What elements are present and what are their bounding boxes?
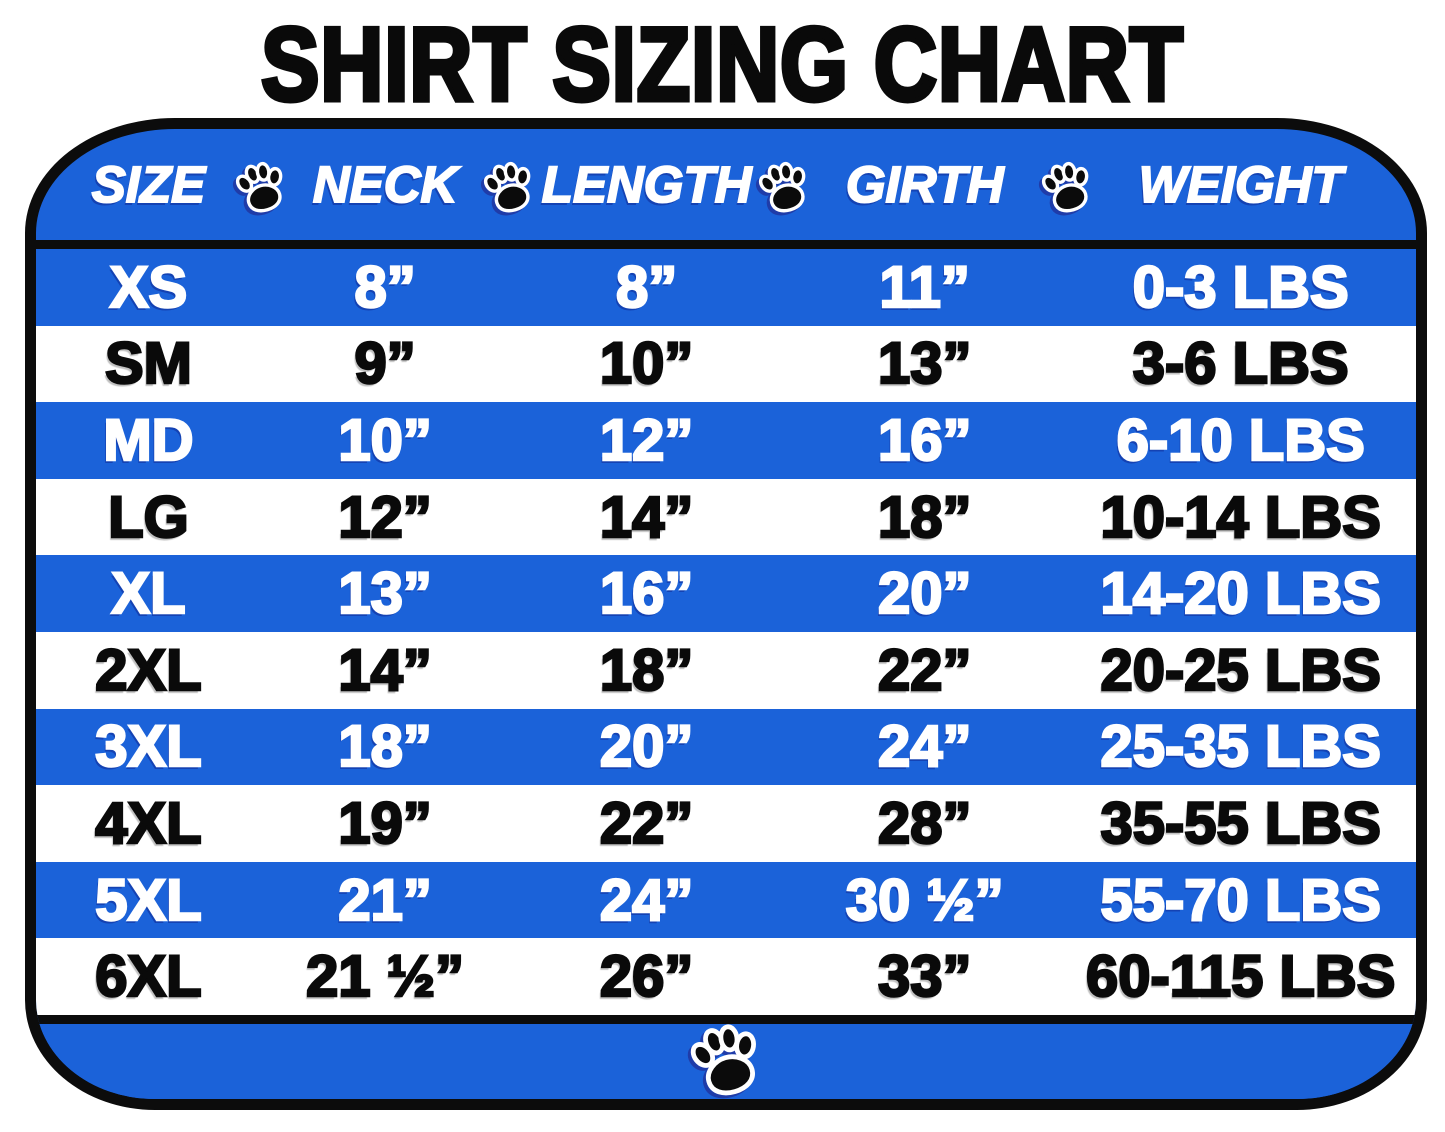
cell-neck: 8”	[353, 254, 417, 322]
paw-icon	[481, 158, 538, 215]
cell-girth: 16”	[877, 407, 973, 475]
cell-weight: 60-115 LBS	[1085, 943, 1397, 1011]
cell-girth: 20”	[877, 560, 973, 628]
table-header: SIZE NECK LENGTH GIRTH WEIGHT	[36, 129, 1416, 240]
cell-neck: 13”	[337, 560, 433, 628]
cell-length: 10”	[599, 330, 695, 398]
cell-length: 16”	[599, 560, 695, 628]
cell-length: 12”	[599, 407, 695, 475]
cell-weight: 3-6 LBS	[1131, 330, 1349, 398]
cell-length: 24”	[599, 866, 695, 934]
footer-divider	[36, 1015, 1416, 1024]
cell-neck: 12”	[337, 483, 433, 551]
header-size: SIZE	[91, 155, 206, 214]
header-girth: GIRTH	[845, 155, 1005, 214]
cell-size: XS	[109, 254, 189, 322]
table-row: 5XL 21” 24” 30 ½” 55-70 LBS	[36, 861, 1416, 939]
cell-weight: 20-25 LBS	[1099, 637, 1382, 705]
paw-icon	[755, 158, 812, 215]
header-neck: NECK	[312, 155, 459, 214]
cell-girth: 33”	[877, 943, 973, 1011]
cell-length: 8”	[615, 254, 679, 322]
cell-girth: 13”	[877, 330, 973, 398]
cell-neck: 19”	[337, 790, 433, 858]
table-row: MD 10” 12” 16” 6-10 LBS	[36, 402, 1416, 479]
table-footer	[36, 1024, 1416, 1099]
cell-weight: 0-3 LBS	[1131, 254, 1349, 322]
header-length: LENGTH	[541, 155, 753, 214]
table-row: 3XL 18” 20” 24” 25-35 LBS	[36, 708, 1416, 786]
header-divider	[36, 240, 1416, 249]
cell-girth: 18”	[877, 483, 973, 551]
cell-size: 5XL	[94, 866, 203, 934]
cell-girth: 22”	[877, 637, 973, 705]
cell-girth: 24”	[877, 713, 973, 781]
cell-weight: 6-10 LBS	[1115, 407, 1366, 475]
cell-neck: 21”	[337, 866, 433, 934]
paw-icon	[686, 1020, 766, 1100]
cell-size: 2XL	[94, 637, 203, 705]
cell-neck: 9”	[353, 330, 417, 398]
cell-size: SM	[104, 330, 193, 398]
cell-length: 20”	[599, 713, 695, 781]
table-row: 4XL 19” 22” 28” 35-55 LBS	[36, 785, 1416, 862]
cell-neck: 21 ½”	[305, 943, 466, 1011]
cell-girth: 11”	[878, 254, 971, 322]
page-title: SHIRT SIZING CHART	[259, 5, 1185, 126]
cell-weight: 25-35 LBS	[1099, 713, 1382, 781]
cell-weight: 55-70 LBS	[1099, 866, 1382, 934]
cell-length: 26”	[599, 943, 695, 1011]
sizing-chart-panel: SIZE NECK LENGTH GIRTH WEIGHT XS 8” 8” 11” 0…	[25, 118, 1427, 1110]
header-weight: WEIGHT	[1138, 155, 1344, 214]
cell-neck: 18”	[337, 713, 433, 781]
table-body: XS 8” 8” 11” 0-3 LBS SM 9” 10” 13” 3-6 LBS MD 10” 12…	[36, 249, 1416, 1015]
cell-weight: 14-20 LBS	[1099, 560, 1382, 628]
cell-girth: 30 ½”	[844, 866, 1004, 934]
cell-neck: 10”	[337, 407, 433, 475]
cell-size: 6XL	[94, 943, 203, 1011]
cell-length: 22”	[599, 790, 695, 858]
paw-icon	[232, 158, 289, 215]
paw-icon	[1038, 158, 1095, 215]
table-row: 6XL 21 ½” 26” 33” 60-115 LBS	[36, 938, 1416, 1015]
table-row: LG 12” 14” 18” 10-14 LBS	[36, 478, 1416, 556]
table-row: SM 9” 10” 13” 3-6 LBS	[36, 325, 1416, 403]
cell-weight: 10-14 LBS	[1099, 483, 1382, 551]
cell-neck: 14”	[337, 637, 433, 705]
cell-size: XL	[110, 560, 187, 628]
cell-weight: 35-55 LBS	[1099, 790, 1382, 858]
cell-size: LG	[107, 483, 190, 551]
cell-size: MD	[102, 407, 195, 475]
table-row: 2XL 14” 18” 22” 20-25 LBS	[36, 631, 1416, 709]
cell-length: 18”	[599, 637, 695, 705]
table-row: XS 8” 8” 11” 0-3 LBS	[36, 249, 1416, 326]
table-row: XL 13” 16” 20” 14-20 LBS	[36, 555, 1416, 632]
cell-size: 3XL	[94, 713, 203, 781]
cell-size: 4XL	[94, 790, 203, 858]
cell-length: 14”	[599, 483, 695, 551]
cell-girth: 28”	[877, 790, 973, 858]
